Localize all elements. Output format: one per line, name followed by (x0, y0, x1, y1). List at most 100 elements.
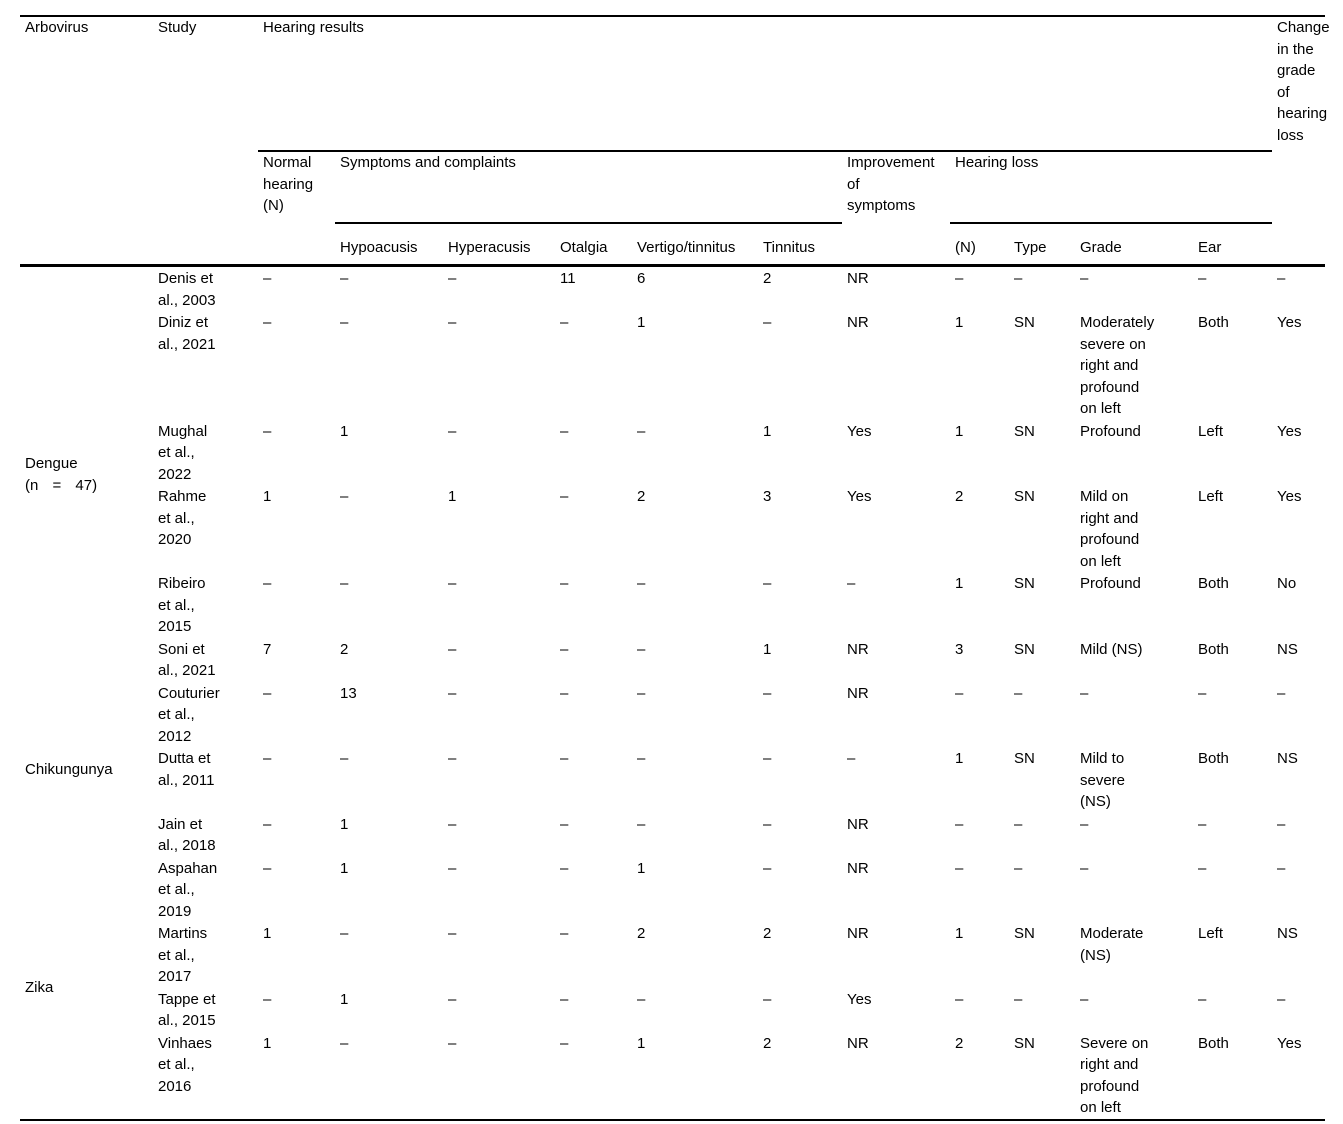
value-cell: – (1277, 990, 1286, 1008)
value-cell: – (1014, 270, 1023, 287)
value-cell: 2 (955, 1034, 964, 1052)
value-cell: No (1277, 575, 1297, 592)
value-cell: – (637, 990, 646, 1008)
table-row: Diniz et al., 2021 – – – – 1 – NR 1 SN Moderately … (20, 311, 1325, 420)
value-cell: – (448, 684, 457, 702)
value-cell: 3 (763, 488, 772, 505)
arbovirus-group-cell: Zika (20, 857, 153, 1120)
value-cell: – (448, 990, 457, 1008)
study-cell: Jain et al., 2018 (158, 815, 216, 855)
study-cell: Rahme et al., 2020 (158, 488, 207, 548)
value-cell: – (763, 859, 772, 877)
value-cell: 2 (763, 1034, 772, 1052)
value-cell: – (340, 488, 349, 505)
value-cell: – (1277, 815, 1286, 833)
value-cell: 1 (637, 314, 646, 331)
table-row: Rahme et al., 2020 1 – 1 – 2 3 Yes 2 SN Mild on ri… (20, 485, 1325, 572)
value-cell: 13 (340, 684, 357, 702)
value-cell: – (448, 640, 457, 658)
value-cell: – (448, 1034, 457, 1052)
value-cell: SN (1014, 314, 1035, 331)
value-cell: NR (847, 815, 869, 833)
value-cell: – (560, 815, 569, 833)
group-name: Chikungunya (25, 760, 113, 778)
col-header-hearing-loss-grade: Grade (1080, 238, 1122, 256)
value-cell: – (340, 270, 349, 287)
study-cell: Denis et al., 2003 (158, 270, 216, 309)
table-header: Arbovirus Study Hearing results Change i… (20, 16, 1330, 266)
value-cell: – (263, 684, 272, 702)
header-row-top: Arbovirus Study Hearing results Change i… (20, 16, 1330, 152)
value-cell: – (637, 750, 646, 767)
value-cell: – (763, 990, 772, 1008)
value-cell: – (1198, 815, 1207, 833)
col-header-improvement-of-symptoms: Improvement of symptoms (847, 154, 935, 214)
value-cell: NS (1277, 750, 1298, 767)
value-cell: – (1080, 270, 1089, 287)
study-cell: Tappe et al., 2015 (158, 990, 216, 1030)
group-count: (n = 47) (25, 476, 98, 494)
value-cell: – (637, 815, 646, 833)
value-cell: – (560, 422, 569, 440)
value-cell: Moderately severe on right and profound … (1080, 314, 1155, 417)
value-cell: – (1014, 684, 1023, 702)
value-cell: 1 (955, 925, 964, 942)
value-cell: – (448, 422, 457, 440)
col-header-tinnitus: Tinnitus (763, 238, 815, 256)
value-cell: – (340, 925, 349, 942)
value-cell: SN (1014, 640, 1035, 658)
value-cell: – (763, 684, 772, 702)
col-header-hearing-loss-ear: Ear (1198, 238, 1222, 256)
value-cell: – (1080, 990, 1089, 1008)
value-cell: – (1080, 815, 1089, 833)
col-header-hypoacusis: Hypoacusis (340, 238, 418, 256)
value-cell: – (340, 575, 349, 592)
table-row: Dengue (n = 47) Denis et al., 2003– – –11 6 2 N… (20, 266, 1325, 494)
col-header-normal-hearing: Normal hearing (N) (263, 154, 314, 214)
value-cell: 1 (955, 422, 964, 440)
value-cell: 2 (955, 488, 964, 505)
value-cell: – (560, 1034, 569, 1052)
study-cell: Mughal et al., 2022 (158, 422, 208, 483)
value-cell: – (637, 684, 646, 702)
value-cell: – (637, 575, 646, 592)
value-cell: – (560, 925, 569, 942)
value-cell: – (263, 815, 272, 833)
value-cell: Yes (847, 488, 872, 505)
value-cell: SN (1014, 750, 1035, 767)
value-cell: Left (1198, 488, 1224, 505)
value-cell: – (340, 1034, 349, 1052)
value-cell: 2 (637, 488, 646, 505)
group-name: Zika (25, 979, 54, 997)
value-cell: 1 (340, 815, 349, 833)
value-cell: – (263, 270, 272, 287)
value-cell: Profound (1080, 422, 1141, 440)
col-header-otalgia: Otalgia (560, 238, 608, 256)
table-row: Dutta et al., 2011 – – – – – – – 1 SN Mild to seve… (20, 747, 1325, 813)
value-cell: Severe on right and profound on left (1080, 1034, 1149, 1117)
table-row: Jain et al., 2018 – 1 – – – – NR – – – – – (20, 813, 1325, 857)
value-cell: – (448, 314, 457, 331)
header-row-bottom: Hypoacusis Hyperacusis Otalgia Vertigo/t… (20, 223, 1325, 266)
value-cell: – (560, 314, 569, 331)
study-cell: Ribeiro et al., 2015 (158, 575, 206, 635)
value-cell: NR (847, 1034, 869, 1052)
value-cell: 1 (263, 1034, 272, 1052)
value-cell: – (340, 314, 349, 331)
value-cell: – (1277, 270, 1286, 287)
value-cell: – (448, 925, 457, 942)
header-row-middle: Normal hearing (N) Symptoms and complain… (20, 151, 1325, 224)
value-cell: NR (847, 859, 869, 877)
value-cell: NS (1277, 640, 1298, 658)
value-cell: SN (1014, 925, 1035, 942)
value-cell: Both (1198, 314, 1229, 331)
value-cell: 2 (340, 640, 349, 658)
value-cell: – (1198, 859, 1207, 877)
value-cell: Both (1198, 1034, 1229, 1052)
value-cell: SN (1014, 488, 1035, 505)
table-row: Soni et al., 2021 7 2 – – – 1 NR 3 SN Mild (NS) Bot… (20, 638, 1325, 682)
value-cell: – (637, 422, 646, 440)
study-cell: Dutta et al., 2011 (158, 750, 215, 789)
value-cell: 1 (263, 488, 272, 505)
value-cell: – (763, 575, 772, 592)
